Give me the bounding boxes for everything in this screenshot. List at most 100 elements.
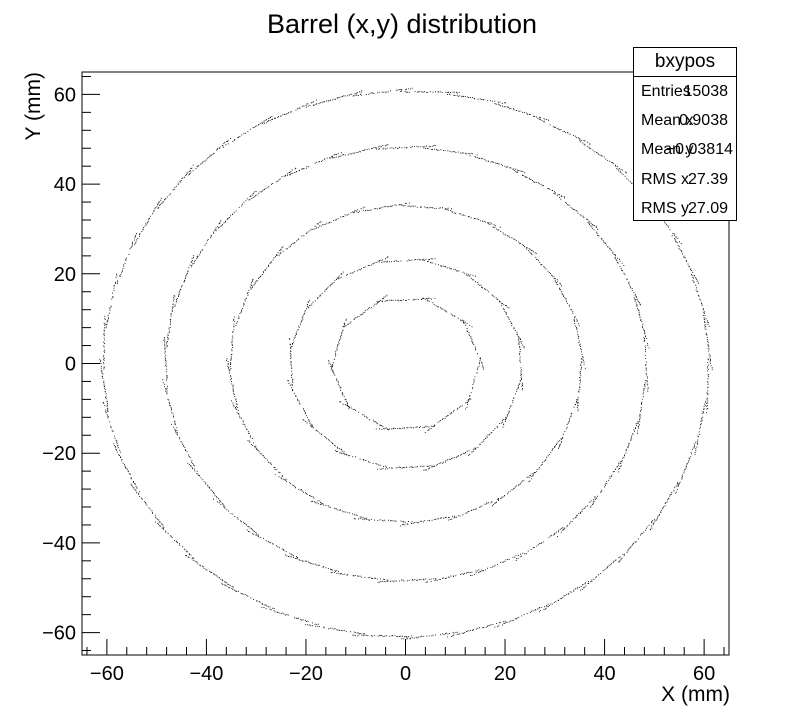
barrel-stave xyxy=(494,603,549,628)
barrel-stave xyxy=(618,519,655,563)
x-tick-label: 40 xyxy=(593,663,615,685)
barrel-stave xyxy=(526,247,562,287)
barrel-stave xyxy=(229,316,236,371)
stats-label: RMS x xyxy=(641,170,689,188)
barrel-stave xyxy=(580,553,624,591)
barrel-stave xyxy=(165,295,176,349)
barrel-stave xyxy=(375,425,436,430)
barrel-stave xyxy=(488,223,537,254)
x-tick-label: −20 xyxy=(289,663,323,685)
barrel-stave xyxy=(691,274,710,327)
barrel-layer-3 xyxy=(226,202,586,527)
y-axis: −60 −40 −20 0 20 40 60 xyxy=(42,75,100,652)
barrel-stave xyxy=(557,496,596,537)
barrel-stave xyxy=(354,518,413,523)
barrel-stave xyxy=(447,620,506,638)
barrel-stave xyxy=(539,581,589,613)
barrel-stave xyxy=(518,337,523,391)
barrel-stave xyxy=(470,552,524,576)
barrel-stave xyxy=(134,197,162,245)
barrel-stave xyxy=(422,259,476,277)
y-tick-label: 40 xyxy=(54,174,76,196)
barrel-stave xyxy=(671,235,699,284)
barrel-stave xyxy=(339,401,389,431)
barrel-stave xyxy=(155,521,195,559)
barrel-stave xyxy=(215,190,257,232)
barrel-stave xyxy=(221,582,275,609)
barrel-stave xyxy=(401,631,458,640)
barrel-stave xyxy=(329,144,389,159)
barrel-stave xyxy=(499,300,525,349)
stats-label: Mean y xyxy=(641,141,694,159)
barrel-stave xyxy=(213,498,259,536)
barrel-stave xyxy=(305,624,365,635)
barrel-stave xyxy=(171,423,198,472)
stats-row-mean-y: Mean y −0.03814 xyxy=(634,135,736,164)
barrel-stave xyxy=(102,401,121,453)
barrel-stave xyxy=(223,116,273,148)
barrel-stave xyxy=(290,299,311,349)
stats-row-rms-y: RMS y 27.09 xyxy=(634,194,736,223)
barrel-stave xyxy=(447,93,506,104)
barrel-stave xyxy=(248,167,297,201)
y-tick-label: −40 xyxy=(42,533,76,555)
barrel-stave xyxy=(312,206,366,230)
barrel-stave xyxy=(515,527,564,561)
barrel-stave xyxy=(587,222,625,266)
barrel-stave xyxy=(573,317,586,369)
barrel-stave xyxy=(444,209,501,228)
stats-value: 15038 xyxy=(683,83,729,100)
barrel-stave xyxy=(706,358,709,413)
barrel-stave xyxy=(590,461,622,508)
x-tick-label: −60 xyxy=(90,663,124,685)
x-tick-label: −40 xyxy=(189,663,223,685)
barrel-stave xyxy=(250,246,284,290)
barrel-stave xyxy=(343,294,388,328)
chart-title: Barrel (x,y) distribution xyxy=(267,9,537,39)
stats-title: bxypos xyxy=(634,48,736,77)
barrel-stave xyxy=(614,257,641,306)
stats-value: 27.39 xyxy=(687,170,728,188)
y-tick-label: 20 xyxy=(54,264,76,286)
stats-row-mean-x: Mean x 0.9038 xyxy=(634,106,736,135)
barrel-stave xyxy=(468,417,507,456)
barrel-stave xyxy=(579,140,627,174)
barrel-stave xyxy=(447,498,499,521)
plot-frame xyxy=(81,71,730,656)
barrel-stave xyxy=(116,233,137,285)
barrel-stave xyxy=(649,482,679,531)
barrel-stave xyxy=(287,152,342,176)
barrel-stave xyxy=(162,379,178,433)
barrel-stave xyxy=(643,337,649,392)
barrel-stave xyxy=(328,360,350,409)
barrel-layer-2 xyxy=(287,256,525,471)
barrel-stave xyxy=(330,571,389,581)
barrel-stave xyxy=(492,472,535,507)
barrel-stave xyxy=(400,515,455,527)
barrel-stave xyxy=(113,443,140,493)
barrel-stave xyxy=(157,164,194,209)
barrel-stave xyxy=(247,440,287,480)
barrel-stave xyxy=(353,202,410,214)
barrel-stave xyxy=(335,450,390,469)
barrel-stave xyxy=(424,398,472,433)
barrel-stave xyxy=(378,258,436,263)
barrel-stave xyxy=(528,438,562,483)
barrel-stave xyxy=(553,193,599,230)
stats-value: 27.09 xyxy=(687,199,728,217)
barrel-stave xyxy=(462,319,484,370)
barrel-stave xyxy=(637,380,647,434)
barrel-stave xyxy=(423,447,477,471)
barrel-stave xyxy=(330,318,347,371)
barrel-stave xyxy=(618,421,639,473)
barrel-stave xyxy=(336,256,389,280)
data-points xyxy=(99,87,713,640)
barrel-stave xyxy=(191,220,222,268)
barrel-stave xyxy=(174,255,194,307)
barrel-stave xyxy=(276,221,322,256)
y-tick-label: −20 xyxy=(42,443,76,465)
x-axis-label: X (mm) xyxy=(661,683,730,706)
barrel-stave xyxy=(246,529,298,558)
stats-label: Mean x xyxy=(641,112,694,130)
